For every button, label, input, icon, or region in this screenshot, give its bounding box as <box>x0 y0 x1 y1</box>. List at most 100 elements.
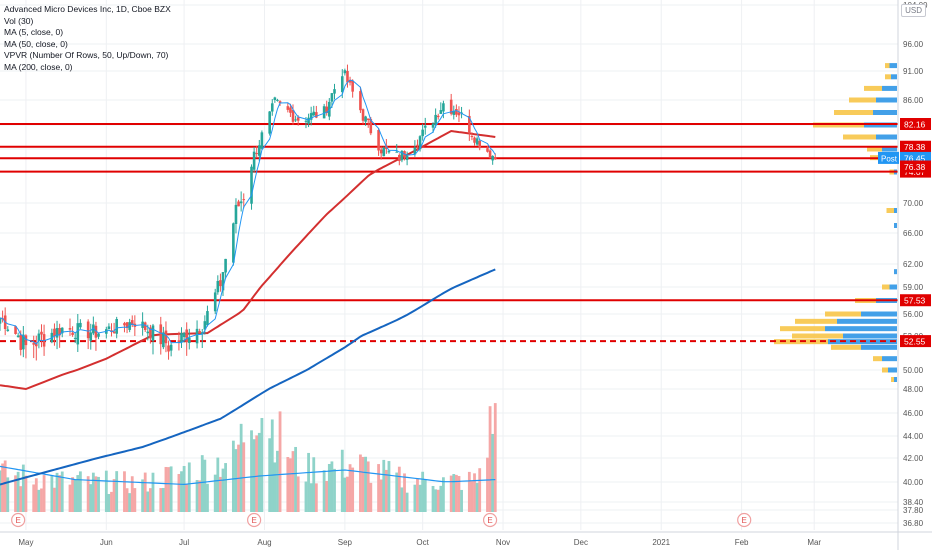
ma200-path <box>0 268 496 486</box>
candle-body <box>224 258 227 273</box>
candle-body <box>60 327 64 334</box>
candle-body <box>76 323 80 345</box>
time-tick-label: Nov <box>496 538 510 547</box>
volume-bar <box>278 411 282 512</box>
candle-body <box>239 201 243 204</box>
vpvr-down-bar <box>780 326 825 332</box>
vpvr-down-bar <box>795 318 837 324</box>
candle-body <box>449 99 453 114</box>
level-tag <box>900 294 931 307</box>
volume-bar <box>273 462 277 512</box>
legend-vol[interactable]: Vol (30) <box>4 15 34 26</box>
volume-bar <box>78 471 82 512</box>
volume-bar <box>164 466 168 512</box>
volume-bar <box>141 479 145 512</box>
volume-bar <box>250 430 253 512</box>
volume-bar <box>24 475 28 512</box>
volume-bar <box>6 477 10 512</box>
volume-bar <box>55 472 59 512</box>
earnings-icon <box>11 512 26 528</box>
volume-bar <box>379 479 383 512</box>
price-axis[interactable]: 104.0096.0091.0086.0082.0078.0074.0070.0… <box>897 0 932 550</box>
volume-bar <box>50 475 54 512</box>
candle-body <box>206 311 209 326</box>
vpvr-up-bar <box>888 367 897 373</box>
volume-bar <box>361 456 365 512</box>
volume-bar <box>454 474 458 512</box>
candle-body <box>364 116 367 122</box>
symbol-title[interactable]: Advanced Micro Devices Inc, 1D, Cboe BZX <box>4 4 171 14</box>
currency-badge[interactable]: USD <box>901 4 926 17</box>
volume-bar <box>403 473 406 512</box>
volume-bar <box>177 474 181 512</box>
volume-bar <box>291 451 295 512</box>
volume-bar <box>198 480 202 512</box>
price-tick-label: 62.00 <box>903 260 924 269</box>
candle-body <box>289 107 292 113</box>
candle-body <box>24 335 28 346</box>
candle-body <box>203 321 207 330</box>
time-tick-label: Oct <box>416 538 429 547</box>
volume-bar <box>439 485 443 512</box>
candle-body <box>68 327 72 330</box>
volume-bar <box>200 455 204 512</box>
volume-bar <box>68 484 72 512</box>
volume-bar <box>1 463 4 512</box>
vpvr-up-bar <box>861 311 897 317</box>
candle-body <box>470 135 474 137</box>
volume-bar <box>382 459 386 512</box>
volume-bar <box>42 475 46 512</box>
vpvr-up-bar <box>861 344 897 350</box>
price-tick-label: 37.80 <box>903 506 924 515</box>
volume-bar <box>400 487 404 512</box>
volume-bar <box>431 485 435 512</box>
earnings-icon <box>247 512 262 528</box>
candle-body <box>94 325 98 338</box>
horizontal-levels[interactable] <box>0 123 898 343</box>
vpvr-down-bar <box>882 284 890 290</box>
candle-body <box>343 70 347 74</box>
candle-body <box>421 129 424 137</box>
time-axis[interactable]: May Jun Jul Aug Sep Oct Nov Dec 2021 Feb Mar <box>0 531 932 547</box>
price-tag-text: 76.38 <box>904 162 926 172</box>
candle-body <box>398 155 401 162</box>
vpvr-up-bar <box>894 377 897 382</box>
volume-bar <box>180 471 183 512</box>
volume-bar <box>89 484 93 512</box>
candle-body <box>258 145 261 156</box>
vpvr-up-bar <box>882 356 897 362</box>
candle-body <box>242 199 246 201</box>
candle-body <box>340 76 344 93</box>
candle-body <box>167 345 170 352</box>
volume-bar <box>107 493 111 512</box>
volume-bar <box>333 468 336 512</box>
candle-body <box>270 103 274 112</box>
volume-bar <box>167 467 170 512</box>
candle-body <box>418 136 422 150</box>
candle-body <box>187 337 191 343</box>
candle-body <box>200 332 204 335</box>
volume-bar <box>369 482 373 512</box>
legend-ma200[interactable]: MA (200, close, 0) <box>4 61 73 72</box>
candle-body <box>366 118 370 120</box>
candle-body <box>252 151 256 170</box>
volume-bar <box>346 476 349 512</box>
volume-bar <box>436 489 440 512</box>
volume-bar <box>296 476 300 512</box>
candle-body <box>195 328 199 344</box>
candle-body <box>146 331 150 334</box>
legend-ma50[interactable]: MA (50, close, 0) <box>4 38 68 49</box>
volume-bar <box>366 461 370 512</box>
candle-body <box>315 112 318 118</box>
volume-bar <box>40 488 43 512</box>
legend-ma5[interactable]: MA (5, close, 0) <box>4 27 64 37</box>
legend-vpvr[interactable]: VPVR (Number Of Rows, 50, Up/Down, 70) <box>4 50 169 60</box>
volume-bar <box>416 478 419 512</box>
price-tick-label: 36.80 <box>903 519 924 528</box>
candle-body <box>486 148 489 152</box>
candle-body <box>346 70 349 83</box>
